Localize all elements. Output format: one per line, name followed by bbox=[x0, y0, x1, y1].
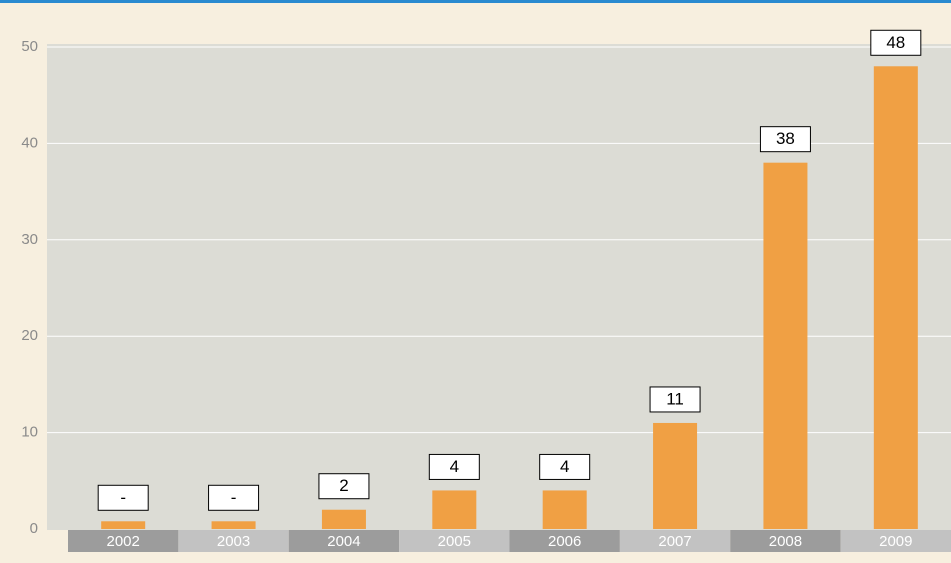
value-label-box bbox=[539, 453, 591, 480]
value-label: 2 bbox=[339, 476, 348, 495]
category-band bbox=[730, 530, 841, 552]
value-label-box bbox=[649, 386, 701, 413]
value-label: 4 bbox=[450, 457, 459, 476]
value-label: 48 bbox=[886, 33, 905, 52]
category-band bbox=[68, 530, 179, 552]
x-tick-label: 2006 bbox=[548, 533, 581, 550]
bar bbox=[873, 66, 918, 529]
value-label-box bbox=[208, 484, 260, 511]
x-tick-label: 2002 bbox=[107, 533, 140, 550]
bar bbox=[542, 490, 587, 529]
x-tick-label: 2005 bbox=[438, 533, 471, 550]
x-tick-label: 2009 bbox=[879, 533, 912, 550]
value-label: - bbox=[120, 488, 126, 507]
x-tick-label: 2007 bbox=[658, 533, 691, 550]
category-band bbox=[178, 530, 289, 552]
value-label: 11 bbox=[666, 389, 684, 408]
bar bbox=[321, 509, 366, 529]
top-rule bbox=[0, 0, 951, 3]
value-label: 38 bbox=[776, 129, 795, 148]
y-tick-label: 20 bbox=[21, 327, 38, 344]
category-band bbox=[509, 530, 620, 552]
bar bbox=[101, 521, 146, 529]
x-tick-label: 2008 bbox=[769, 533, 802, 550]
x-tick-label: 2003 bbox=[217, 533, 250, 550]
value-label-box bbox=[428, 453, 480, 480]
bar bbox=[432, 490, 477, 529]
y-tick-label: 40 bbox=[21, 134, 38, 151]
y-tick-label: 50 bbox=[21, 38, 38, 55]
bar bbox=[211, 521, 256, 529]
category-band bbox=[840, 530, 951, 552]
value-label-box bbox=[870, 29, 922, 56]
y-tick-label: 10 bbox=[21, 424, 38, 441]
value-label-box bbox=[759, 126, 811, 153]
category-band bbox=[288, 530, 400, 552]
bar bbox=[763, 162, 808, 529]
bar bbox=[653, 422, 698, 529]
y-tick-label: 0 bbox=[30, 520, 38, 537]
plot-area bbox=[47, 44, 951, 530]
value-label: - bbox=[231, 488, 237, 507]
value-label-box bbox=[97, 484, 149, 511]
value-label: 4 bbox=[560, 457, 569, 476]
value-label-box bbox=[318, 473, 370, 500]
category-band bbox=[619, 530, 731, 552]
x-tick-label: 2004 bbox=[327, 533, 360, 550]
y-tick-label: 30 bbox=[21, 231, 38, 248]
category-band bbox=[399, 530, 510, 552]
